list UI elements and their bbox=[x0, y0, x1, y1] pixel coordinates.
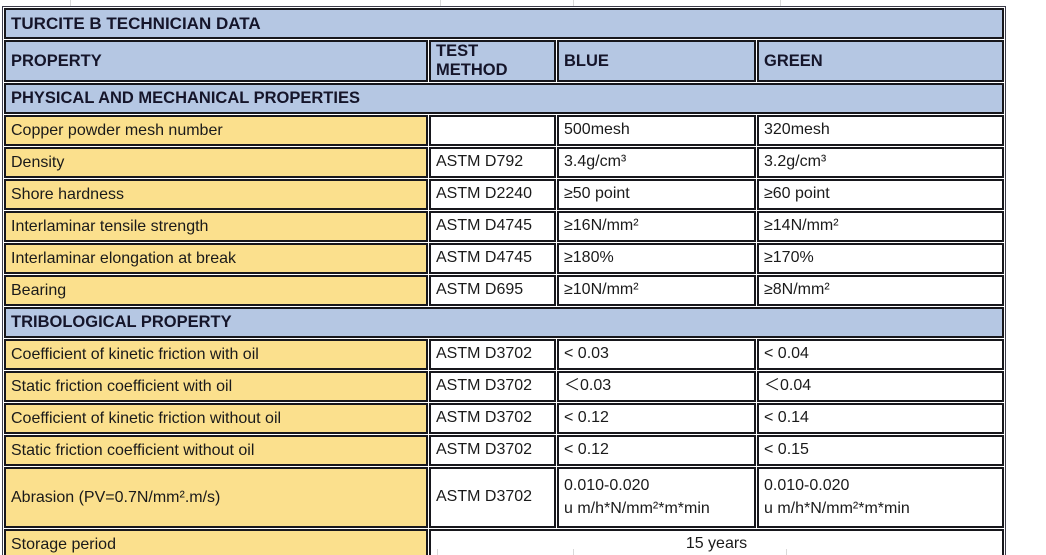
gridline bbox=[437, 549, 438, 555]
value-cell-blue: 3.4g/cm³ bbox=[557, 147, 756, 178]
property-cell: Bearing bbox=[4, 275, 428, 306]
value-cell-green: < 0.15 bbox=[757, 435, 1004, 466]
gridline bbox=[573, 0, 574, 6]
table-title: TURCITE B TECHNICIAN DATA bbox=[4, 8, 1004, 39]
table-row: Abrasion (PV=0.7N/mm².m/s) ASTM D3702 0.… bbox=[4, 467, 1004, 528]
gridline bbox=[786, 549, 787, 555]
value-cell-green: ≥14N/mm² bbox=[757, 211, 1004, 242]
test-method-cell: ASTM D3702 bbox=[429, 435, 556, 466]
column-header-property: PROPERTY bbox=[4, 40, 428, 82]
value-cell-green: ＜0.04 bbox=[757, 371, 1004, 402]
property-cell: Static friction coefficient with oil bbox=[4, 371, 428, 402]
value-cell-green: 3.2g/cm³ bbox=[757, 147, 1004, 178]
turcite-data-table: TURCITE B TECHNICIAN DATA PROPERTY TEST … bbox=[2, 6, 1006, 555]
table-row: Coefficient of kinetic friction without … bbox=[4, 403, 1004, 434]
value-cell-green: 0.010-0.020 u m/h*N/mm²*m*min bbox=[757, 467, 1004, 528]
test-method-cell: ASTM D3702 bbox=[429, 467, 556, 528]
value-cell-blue: ＜0.03 bbox=[557, 371, 756, 402]
property-cell: Copper powder mesh number bbox=[4, 115, 428, 146]
table-row: TURCITE B TECHNICIAN DATA bbox=[4, 8, 1004, 39]
test-method-cell: ASTM D4745 bbox=[429, 211, 556, 242]
gridline bbox=[573, 549, 574, 555]
property-cell-storage-period: Storage period bbox=[4, 529, 428, 555]
table-row: Static friction coefficient with oil AST… bbox=[4, 371, 1004, 402]
gridline bbox=[780, 0, 781, 6]
gridline bbox=[70, 0, 71, 6]
table-row: Interlaminar tensile strength ASTM D4745… bbox=[4, 211, 1004, 242]
gridline bbox=[440, 0, 441, 6]
test-method-cell bbox=[429, 115, 556, 146]
value-cell-blue: < 0.03 bbox=[557, 339, 756, 370]
test-method-cell: ASTM D2240 bbox=[429, 179, 556, 210]
value-cell-blue: < 0.12 bbox=[557, 403, 756, 434]
table-row: Storage period 15 years bbox=[4, 529, 1004, 555]
value-cell-blue: 0.010-0.020 u m/h*N/mm²*m*min bbox=[557, 467, 756, 528]
table-row: Coefficient of kinetic friction with oil… bbox=[4, 339, 1004, 370]
property-cell: Coefficient of kinetic friction without … bbox=[4, 403, 428, 434]
table-row: TRIBOLOGICAL PROPERTY bbox=[4, 307, 1004, 338]
storage-period-value: 15 years bbox=[429, 529, 1004, 555]
table-row: Copper powder mesh number 500mesh 320mes… bbox=[4, 115, 1004, 146]
property-cell: Interlaminar tensile strength bbox=[4, 211, 428, 242]
property-cell: Interlaminar elongation at break bbox=[4, 243, 428, 274]
column-header-blue: BLUE bbox=[557, 40, 756, 82]
column-header-test-method: TEST METHOD bbox=[429, 40, 556, 82]
value-cell-blue: ≥16N/mm² bbox=[557, 211, 756, 242]
test-method-cell: ASTM D3702 bbox=[429, 339, 556, 370]
section-heading-physical: PHYSICAL AND MECHANICAL PROPERTIES bbox=[4, 83, 1004, 114]
value-cell-blue: 500mesh bbox=[557, 115, 756, 146]
value-cell-blue: ≥50 point bbox=[557, 179, 756, 210]
table-row: Shore hardness ASTM D2240 ≥50 point ≥60 … bbox=[4, 179, 1004, 210]
table-row: Bearing ASTM D695 ≥10N/mm² ≥8N/mm² bbox=[4, 275, 1004, 306]
property-cell: Density bbox=[4, 147, 428, 178]
test-method-cell: ASTM D3702 bbox=[429, 403, 556, 434]
test-method-cell: ASTM D792 bbox=[429, 147, 556, 178]
table-row: PHYSICAL AND MECHANICAL PROPERTIES bbox=[4, 83, 1004, 114]
value-cell-green: ≥170% bbox=[757, 243, 1004, 274]
value-cell-green: ≥8N/mm² bbox=[757, 275, 1004, 306]
table-row: PROPERTY TEST METHOD BLUE GREEN bbox=[4, 40, 1004, 82]
value-cell-green: ≥60 point bbox=[757, 179, 1004, 210]
test-method-cell: ASTM D3702 bbox=[429, 371, 556, 402]
test-method-cell: ASTM D695 bbox=[429, 275, 556, 306]
value-cell-green: 320mesh bbox=[757, 115, 1004, 146]
property-cell: Coefficient of kinetic friction with oil bbox=[4, 339, 428, 370]
column-header-green: GREEN bbox=[757, 40, 1004, 82]
table-row: Density ASTM D792 3.4g/cm³ 3.2g/cm³ bbox=[4, 147, 1004, 178]
value-cell-blue: < 0.12 bbox=[557, 435, 756, 466]
value-cell-green: < 0.04 bbox=[757, 339, 1004, 370]
value-cell-green: < 0.14 bbox=[757, 403, 1004, 434]
table-row: Interlaminar elongation at break ASTM D4… bbox=[4, 243, 1004, 274]
property-cell: Shore hardness bbox=[4, 179, 428, 210]
property-cell: Static friction coefficient without oil bbox=[4, 435, 428, 466]
section-heading-tribological: TRIBOLOGICAL PROPERTY bbox=[4, 307, 1004, 338]
table-row: Static friction coefficient without oil … bbox=[4, 435, 1004, 466]
value-cell-blue: ≥10N/mm² bbox=[557, 275, 756, 306]
test-method-cell: ASTM D4745 bbox=[429, 243, 556, 274]
value-cell-blue: ≥180% bbox=[557, 243, 756, 274]
property-cell: Abrasion (PV=0.7N/mm².m/s) bbox=[4, 467, 428, 528]
